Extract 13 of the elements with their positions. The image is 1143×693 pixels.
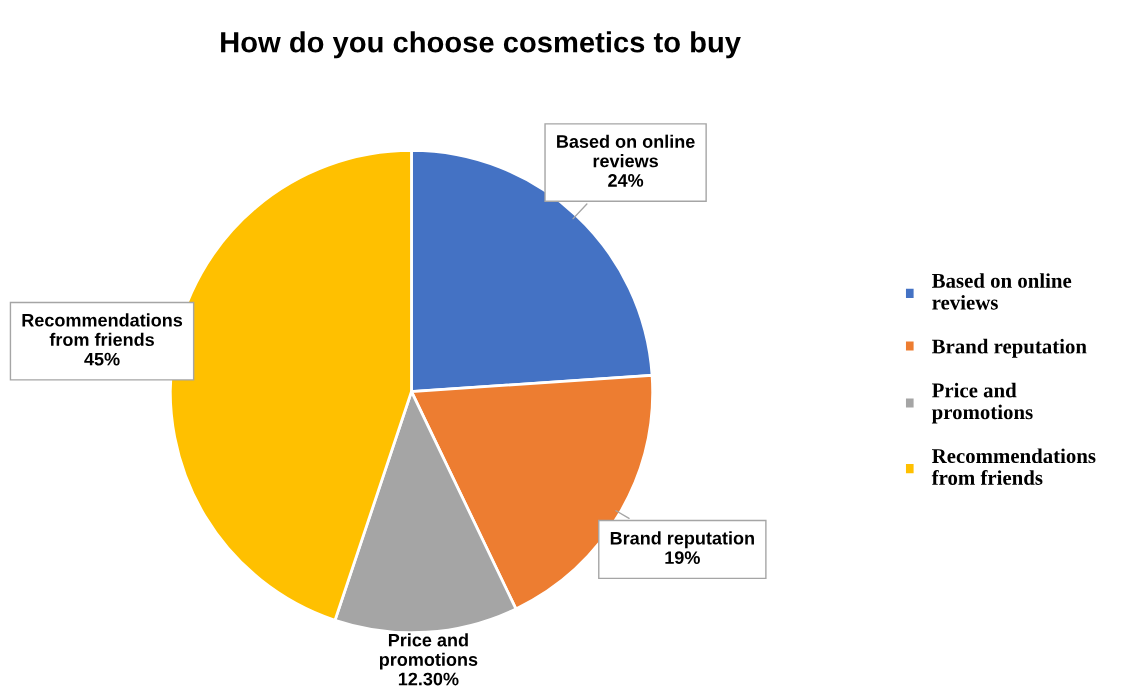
slice-label: Price and promotions [379, 633, 478, 670]
legend-label: Recommendations from friends [931, 448, 1096, 485]
data-label: 24% [608, 174, 644, 187]
slice-label: Based on online reviews [557, 134, 695, 168]
legend-label: Brand reputation [932, 338, 1087, 358]
legend-label: Price and promotions [931, 382, 1033, 424]
slice-label: Recommendations from friends [22, 313, 183, 347]
data-label: 19% [665, 551, 700, 564]
legend-label: Based on online reviews [932, 273, 1072, 310]
data-label: 12.30% [398, 672, 459, 686]
chart-title: How do you choose cosmetics to buy [221, 31, 741, 59]
data-label: 45% [84, 352, 120, 366]
slice-label: Brand reputation [610, 531, 754, 549]
